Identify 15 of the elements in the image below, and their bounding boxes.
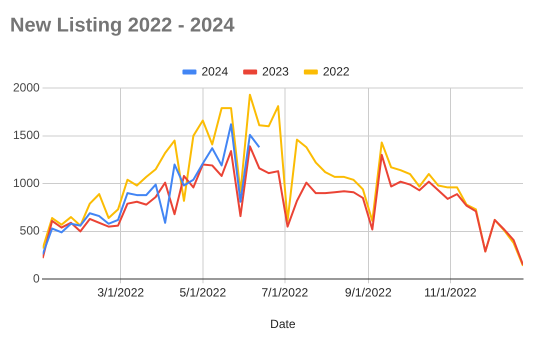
x-axis-title: Date xyxy=(270,317,296,332)
y-tick-label: 500 xyxy=(20,224,40,238)
legend-label: 2022 xyxy=(322,64,350,78)
y-tick-label: 1500 xyxy=(12,128,40,142)
y-tick-label: 1000 xyxy=(12,176,40,190)
y-tick-label: 0 xyxy=(33,272,40,286)
x-tick-label: 9/1/2022 xyxy=(344,286,392,300)
y-tick-label: 2000 xyxy=(12,80,40,94)
x-tick-label: 11/1/2022 xyxy=(424,286,477,300)
x-tick-label: 7/1/2022 xyxy=(262,286,309,300)
x-tick-label: 5/1/2022 xyxy=(179,286,226,300)
legend-label: 2023 xyxy=(262,64,290,78)
x-tick-label: 3/1/2022 xyxy=(97,286,144,300)
legend-label: 2024 xyxy=(201,64,228,78)
chart-title: New Listing 2022 - 2024 xyxy=(10,14,236,37)
